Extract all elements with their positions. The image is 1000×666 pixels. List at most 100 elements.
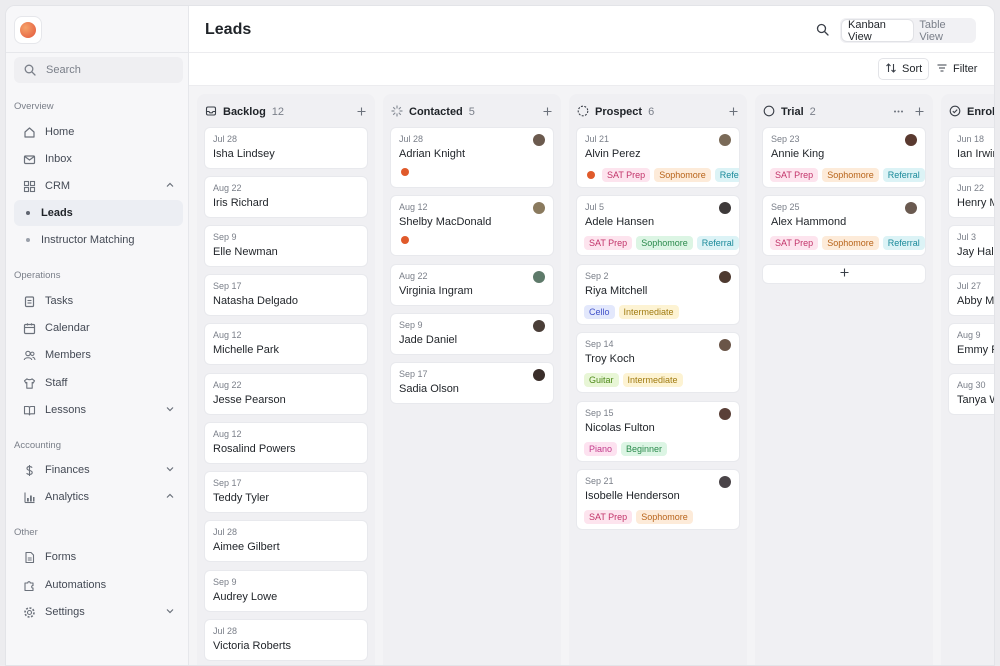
circle-icon — [763, 105, 775, 120]
filter-button[interactable]: Filter — [930, 58, 983, 80]
sidebar-search[interactable]: Search — [14, 57, 183, 83]
calendar-icon — [22, 321, 36, 335]
card-date: Sep 2 — [585, 271, 609, 281]
kanban-view-button[interactable]: Kanban View — [842, 19, 914, 43]
nav-staff[interactable]: Staff — [14, 370, 183, 396]
card-date: Jul 28 — [213, 527, 238, 537]
nav-instructor-matching[interactable]: Instructor Matching — [14, 227, 183, 253]
lead-card[interactable]: Jun 18 Ian Irwin — [948, 127, 994, 169]
nav-forms[interactable]: Forms — [14, 544, 183, 570]
tag: Sophomore — [822, 236, 879, 250]
section-operations: Operations — [14, 270, 61, 281]
tag: SAT Prep — [584, 236, 633, 250]
bullet-icon — [26, 238, 30, 242]
add-card-button[interactable] — [762, 264, 926, 284]
nav-automations[interactable]: Automations — [14, 572, 183, 598]
tag: Referral — [882, 168, 925, 182]
nav-instructor-matching-label: Instructor Matching — [41, 234, 135, 246]
sort-button[interactable]: Sort — [878, 58, 930, 80]
lead-card[interactable]: Aug 12 Rosalind Powers — [204, 422, 368, 464]
column-contacted: Contacted 5 Jul 28 Adrian Knight Aug 12 … — [383, 94, 561, 665]
nav-inbox-label: Inbox — [45, 153, 72, 165]
mail-icon — [22, 152, 36, 166]
lead-card[interactable]: Jun 22 Henry M — [948, 176, 994, 218]
lead-card[interactable]: Sep 9 Jade Daniel — [390, 313, 554, 355]
sidebar-divider — [6, 52, 188, 53]
lead-card[interactable]: Jul 3 Jay Hale — [948, 225, 994, 267]
add-icon[interactable] — [356, 106, 367, 120]
chevron-up-icon — [165, 180, 175, 193]
add-icon[interactable] — [914, 106, 925, 120]
card-date: Jul 28 — [213, 134, 238, 144]
lead-card[interactable]: Sep 23 Annie King SAT Prep Sophomore Ref… — [762, 127, 926, 188]
nav-members-label: Members — [45, 349, 91, 361]
lead-card[interactable]: Sep 9 Elle Newman — [204, 225, 368, 267]
avatar — [533, 320, 545, 332]
more-icon[interactable] — [893, 106, 904, 120]
lead-card[interactable]: Jul 28 Victoria Roberts — [204, 619, 368, 661]
search-icon[interactable] — [816, 23, 829, 39]
app-window: Search Overview Home Inbox CRM Leads Ins… — [5, 5, 995, 666]
lead-card[interactable]: Sep 14 Troy Koch Guitar Intermediate — [576, 332, 740, 393]
nav-members[interactable]: Members — [14, 342, 183, 368]
lead-card[interactable]: Jul 21 Alvin Perez SAT Prep Sophomore Re… — [576, 127, 740, 188]
app-logo[interactable] — [14, 16, 42, 44]
lead-card[interactable]: Sep 17 Teddy Tyler — [204, 471, 368, 513]
lead-card[interactable]: Aug 12 Michelle Park — [204, 323, 368, 365]
lead-card[interactable]: Sep 21 Isobelle Henderson SAT Prep Sopho… — [576, 469, 740, 530]
nav-home[interactable]: Home — [14, 119, 183, 145]
loader-icon — [391, 104, 403, 120]
table-view-button[interactable]: Table View — [919, 18, 946, 43]
nav-calendar-label: Calendar — [45, 322, 90, 334]
add-icon[interactable] — [542, 106, 553, 120]
lead-card[interactable]: Jul 28 Adrian Knight — [390, 127, 554, 188]
tag: Sophomore — [654, 168, 711, 182]
lead-card[interactable]: Aug 22 Jesse Pearson — [204, 373, 368, 415]
lead-card[interactable]: Aug 9 Emmy Re — [948, 323, 994, 365]
card-date: Sep 21 — [585, 476, 614, 486]
card-name: Troy Koch — [585, 353, 635, 365]
add-icon[interactable] — [728, 106, 739, 120]
grid-icon — [22, 179, 36, 193]
tag: Intermediate — [622, 373, 683, 387]
lead-card[interactable]: Sep 25 Alex Hammond SAT Prep Sophomore R… — [762, 195, 926, 256]
nav-lessons[interactable]: Lessons — [14, 397, 183, 423]
priority-icon — [401, 236, 409, 244]
lead-card[interactable]: Aug 30 Tanya W — [948, 373, 994, 415]
lead-card[interactable]: Jul 5 Adele Hansen SAT Prep Sophomore Re… — [576, 195, 740, 256]
nav-settings[interactable]: Settings — [14, 599, 183, 625]
check-circle-icon — [949, 105, 961, 120]
nav-crm[interactable]: CRM — [14, 173, 183, 199]
add-icon — [839, 267, 850, 281]
lead-card[interactable]: Sep 17 Sadia Olson — [390, 362, 554, 404]
card-name: Teddy Tyler — [213, 492, 270, 504]
lead-card[interactable]: Jul 28 Isha Lindsey — [204, 127, 368, 169]
card-date: Sep 9 — [213, 577, 237, 587]
lead-card[interactable]: Aug 22 Iris Richard — [204, 176, 368, 218]
nav-tasks[interactable]: Tasks — [14, 288, 183, 314]
tag: Sophomore — [636, 510, 693, 524]
nav-leads[interactable]: Leads — [14, 200, 183, 226]
card-date: Sep 17 — [213, 478, 242, 488]
tag: Referral — [714, 168, 739, 182]
nav-calendar[interactable]: Calendar — [14, 315, 183, 341]
lead-card[interactable]: Sep 15 Nicolas Fulton Piano Beginner — [576, 401, 740, 462]
column-title: Trial — [781, 106, 804, 118]
lead-card[interactable]: Sep 9 Audrey Lowe — [204, 570, 368, 612]
lead-card[interactable]: Sep 2 Riya Mitchell Cello Intermediate — [576, 264, 740, 325]
card-name: Isha Lindsey — [213, 148, 275, 160]
nav-inbox[interactable]: Inbox — [14, 146, 183, 172]
lead-card[interactable]: Jul 27 Abby Me — [948, 274, 994, 316]
lead-card[interactable]: Aug 22 Virginia Ingram — [390, 264, 554, 306]
card-name: Henry M — [957, 197, 994, 209]
lead-card[interactable]: Sep 17 Natasha Delgado — [204, 274, 368, 316]
card-name: Natasha Delgado — [213, 295, 299, 307]
card-date: Aug 12 — [213, 330, 242, 340]
nav-analytics[interactable]: Analytics — [14, 484, 183, 510]
toolbar-divider — [189, 85, 994, 86]
lead-card[interactable]: Aug 12 Shelby MacDonald — [390, 195, 554, 256]
lead-card[interactable]: Jul 28 Aimee Gilbert — [204, 520, 368, 562]
column-title: Backlog — [223, 106, 266, 118]
nav-finances[interactable]: Finances — [14, 457, 183, 483]
card-date: Sep 23 — [771, 134, 800, 144]
